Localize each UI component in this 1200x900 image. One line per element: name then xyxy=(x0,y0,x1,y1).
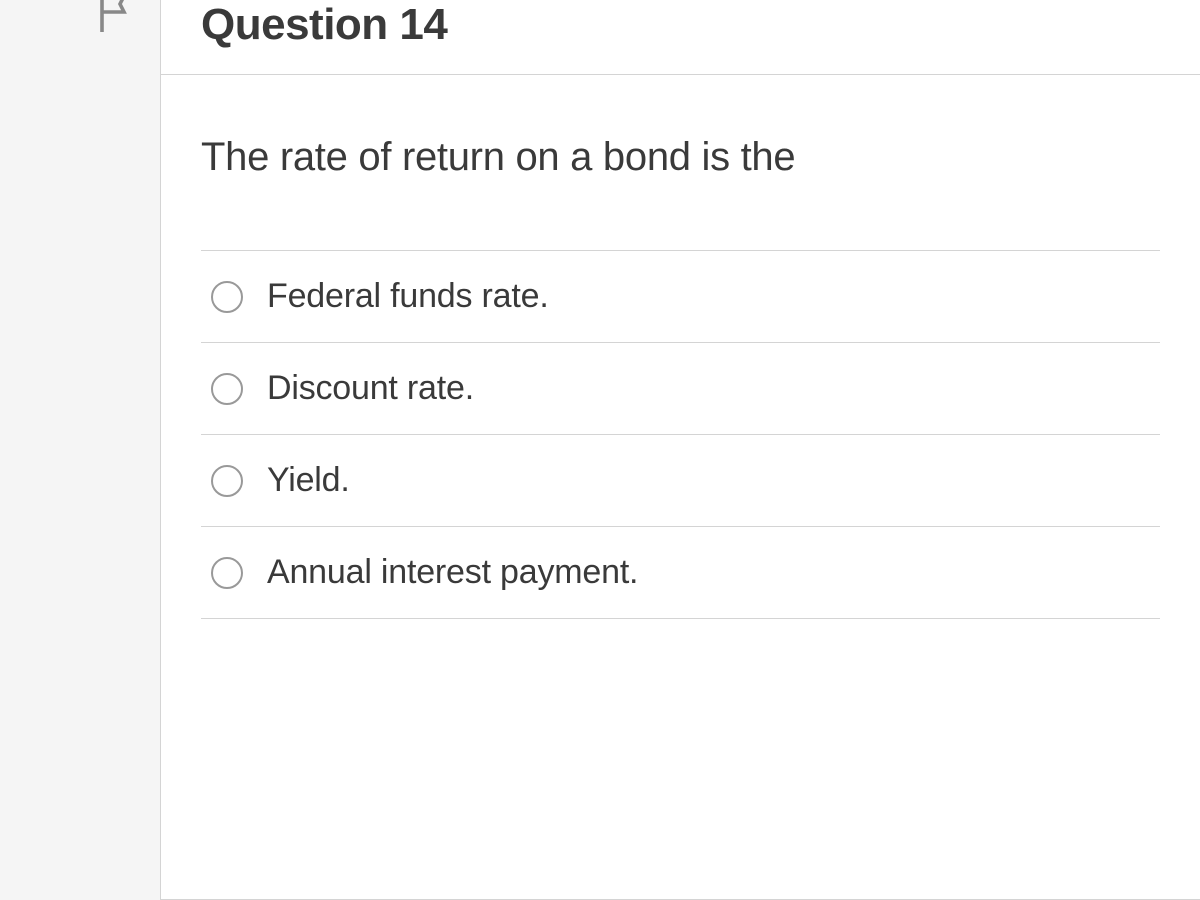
question-panel: Question 14 The rate of return on a bond… xyxy=(160,0,1200,900)
radio-icon[interactable] xyxy=(211,373,243,405)
options-list: Federal funds rate. Discount rate. Yield… xyxy=(201,250,1160,619)
radio-icon[interactable] xyxy=(211,557,243,589)
radio-icon[interactable] xyxy=(211,465,243,497)
question-header: Question 14 xyxy=(161,0,1200,75)
question-title: Question 14 xyxy=(201,0,1160,50)
option-label: Annual interest payment. xyxy=(267,553,638,592)
flag-icon[interactable] xyxy=(92,0,140,38)
question-prompt: The rate of return on a bond is the xyxy=(201,135,1160,180)
option-row-3[interactable]: Annual interest payment. xyxy=(201,527,1160,619)
radio-icon[interactable] xyxy=(211,281,243,313)
page-container: Question 14 The rate of return on a bond… xyxy=(0,0,1200,900)
option-row-0[interactable]: Federal funds rate. xyxy=(201,251,1160,343)
option-row-2[interactable]: Yield. xyxy=(201,435,1160,527)
option-label: Federal funds rate. xyxy=(267,277,549,316)
left-gutter xyxy=(0,0,160,900)
option-label: Discount rate. xyxy=(267,369,474,408)
option-label: Yield. xyxy=(267,461,350,500)
question-body: The rate of return on a bond is the Fede… xyxy=(161,75,1200,659)
option-row-1[interactable]: Discount rate. xyxy=(201,343,1160,435)
